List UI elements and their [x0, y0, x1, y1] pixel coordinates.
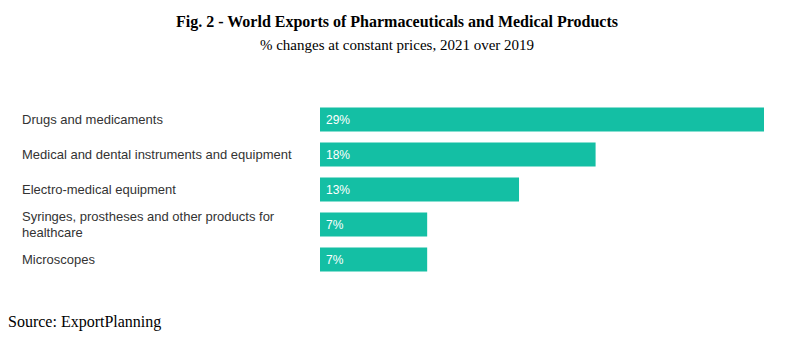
svg-text:7%: 7%: [326, 253, 344, 267]
svg-text:7%: 7%: [326, 218, 344, 232]
svg-text:Drugs and medicaments: Drugs and medicaments: [22, 112, 163, 127]
svg-text:18%: 18%: [326, 148, 350, 162]
svg-text:Medical and dental instruments: Medical and dental instruments and equip…: [22, 147, 292, 162]
svg-text:Source: ExportPlanning: Source: ExportPlanning: [8, 313, 161, 331]
svg-text:% changes at constant prices,: % changes at constant prices, 2021 over …: [260, 37, 534, 53]
svg-text:Electro-medical equipment: Electro-medical equipment: [22, 182, 176, 197]
svg-text:Microscopes: Microscopes: [22, 252, 95, 267]
svg-text:Syringes, prostheses and other: Syringes, prostheses and other products …: [22, 209, 278, 224]
svg-text:Fig. 2 - World Exports of Phar: Fig. 2 - World Exports of Pharmaceutical…: [176, 13, 618, 31]
svg-text:13%: 13%: [326, 183, 350, 197]
svg-text:29%: 29%: [326, 113, 350, 127]
svg-text:healthcare: healthcare: [22, 225, 83, 240]
